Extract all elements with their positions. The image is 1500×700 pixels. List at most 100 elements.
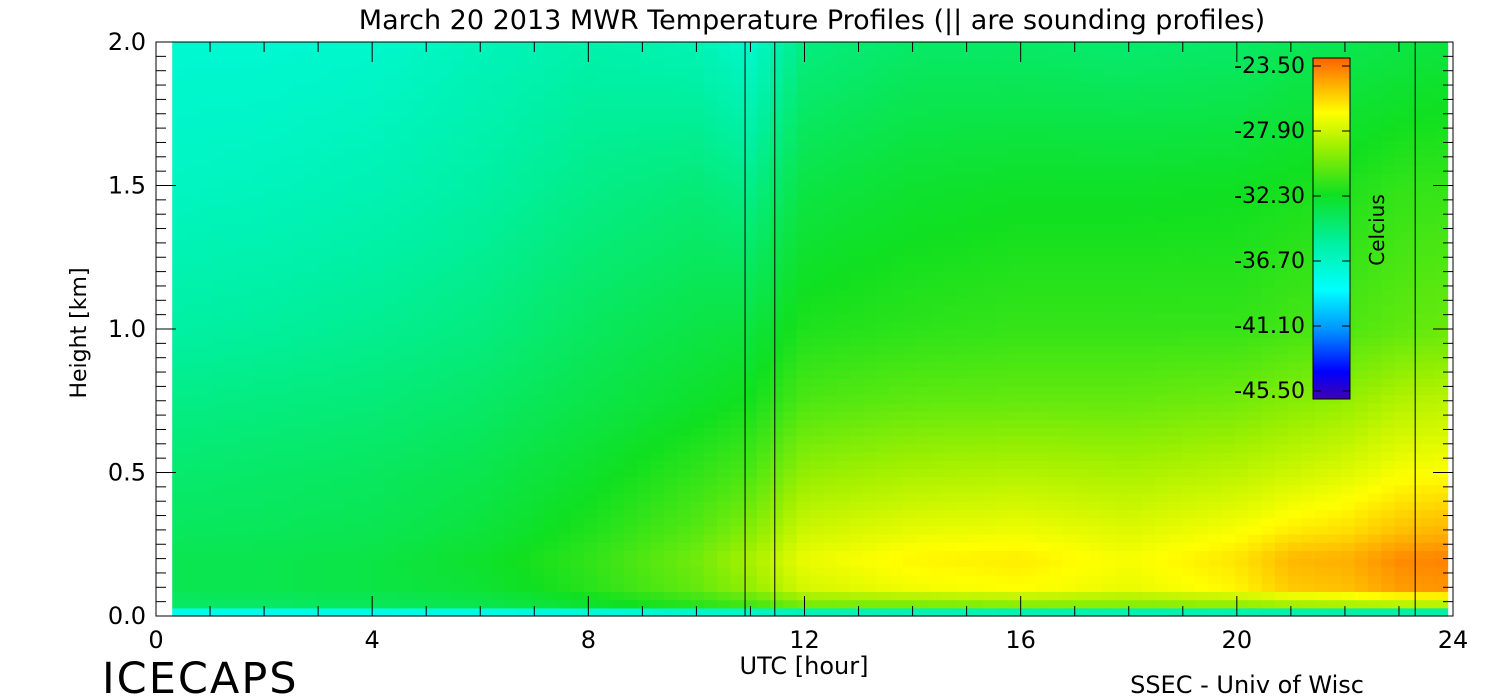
heatmap-cell xyxy=(544,148,559,158)
heatmap-cell xyxy=(384,156,399,166)
heatmap-cell xyxy=(238,534,253,543)
heatmap-cell xyxy=(584,607,598,617)
heatmap-cell xyxy=(823,583,838,592)
heatmap-cell xyxy=(836,320,851,330)
heatmap-cell xyxy=(371,329,386,338)
heatmap-cell xyxy=(424,353,439,363)
heatmap-cell xyxy=(384,173,399,182)
heatmap-cell xyxy=(849,558,864,568)
heatmap-cell xyxy=(1035,279,1050,289)
heatmap-cell xyxy=(823,107,838,117)
heatmap-cell xyxy=(198,312,213,322)
heatmap-cell xyxy=(836,427,851,437)
heatmap-cell xyxy=(796,534,811,543)
heatmap-cell xyxy=(384,517,399,527)
heatmap-cell xyxy=(1049,320,1063,330)
heatmap-cell xyxy=(690,443,705,453)
heatmap-cell xyxy=(1062,468,1077,478)
heatmap-cell xyxy=(265,566,280,576)
heatmap-cell xyxy=(730,468,745,478)
heatmap-cell xyxy=(929,337,944,346)
heatmap-cell xyxy=(942,370,957,379)
heatmap-cell xyxy=(185,165,200,174)
heatmap-cell xyxy=(225,42,240,51)
heatmap-cell xyxy=(982,107,997,117)
heatmap-cell xyxy=(318,591,333,601)
heatmap-cell xyxy=(783,329,798,338)
heatmap-cell xyxy=(557,206,572,215)
heatmap-cell xyxy=(451,197,466,207)
heatmap-cell xyxy=(956,197,970,207)
heatmap-cell xyxy=(198,320,213,330)
heatmap-cell xyxy=(278,427,293,437)
heatmap-cell xyxy=(491,320,505,330)
heatmap-cell xyxy=(504,296,519,305)
heatmap-cell xyxy=(889,542,904,551)
heatmap-cell xyxy=(610,230,625,240)
heatmap-cell xyxy=(1035,189,1050,199)
heatmap-cell xyxy=(863,156,877,166)
heatmap-cell xyxy=(1062,107,1077,117)
heatmap-cell xyxy=(610,476,625,486)
heatmap-cell xyxy=(1022,443,1037,453)
heatmap-cell xyxy=(730,197,745,207)
heatmap-cell xyxy=(1035,50,1050,59)
heatmap-cell xyxy=(1035,427,1050,437)
heatmap-cell xyxy=(358,542,373,551)
heatmap-cell xyxy=(969,132,984,141)
heatmap-cell xyxy=(251,83,266,92)
heatmap-cell xyxy=(796,443,811,453)
heatmap-cell xyxy=(570,493,585,502)
heatmap-cell xyxy=(198,271,213,281)
heatmap-cell xyxy=(823,476,838,486)
heatmap-cell xyxy=(1022,206,1037,215)
heatmap-cell xyxy=(491,238,505,248)
heatmap-cell xyxy=(1062,517,1077,527)
heatmap-cell xyxy=(902,320,917,330)
heatmap-cell xyxy=(1062,206,1077,215)
heatmap-cell xyxy=(796,304,811,314)
heatmap-cell xyxy=(464,74,479,84)
heatmap-cell xyxy=(557,271,572,281)
heatmap-cell xyxy=(544,238,559,248)
heatmap-cell xyxy=(384,607,399,617)
heatmap-cell xyxy=(650,214,665,223)
heatmap-cell xyxy=(916,419,931,428)
heatmap-cell xyxy=(185,247,200,256)
heatmap-cell xyxy=(358,156,373,166)
heatmap-cell xyxy=(1035,99,1050,109)
heatmap-cell xyxy=(730,279,745,289)
heatmap-cell xyxy=(225,173,240,182)
heatmap-cell xyxy=(809,263,824,273)
heatmap-cell xyxy=(1088,329,1103,338)
heatmap-cell xyxy=(371,66,386,76)
heatmap-cell xyxy=(1009,411,1024,420)
heatmap-cell xyxy=(610,370,625,379)
heatmap-cell xyxy=(305,452,319,461)
heatmap-cell xyxy=(185,255,200,264)
heatmap-cell xyxy=(743,58,758,68)
heatmap-cell xyxy=(849,206,864,215)
heatmap-cell xyxy=(371,345,386,355)
heatmap-cell xyxy=(251,165,266,174)
heatmap-cell xyxy=(225,460,240,469)
heatmap-cell xyxy=(185,402,200,412)
heatmap-cell xyxy=(1022,452,1037,461)
heatmap-cell xyxy=(836,222,851,232)
heatmap-cell xyxy=(437,435,452,445)
heatmap-cell xyxy=(1062,296,1077,305)
heatmap-cell xyxy=(198,378,213,387)
heatmap-cell xyxy=(703,583,718,592)
heatmap-cell xyxy=(703,312,718,322)
heatmap-cell xyxy=(212,165,226,174)
heatmap-cell xyxy=(1009,353,1024,363)
heatmap-cell xyxy=(995,509,1010,519)
heatmap-cell xyxy=(929,156,944,166)
heatmap-cell xyxy=(770,83,784,92)
heatmap-cell xyxy=(716,517,731,527)
heatmap-cell xyxy=(623,230,638,240)
heatmap-cell xyxy=(995,214,1010,223)
heatmap-cell xyxy=(1035,165,1050,174)
heatmap-cell xyxy=(530,353,545,363)
heatmap-cell xyxy=(836,394,851,404)
